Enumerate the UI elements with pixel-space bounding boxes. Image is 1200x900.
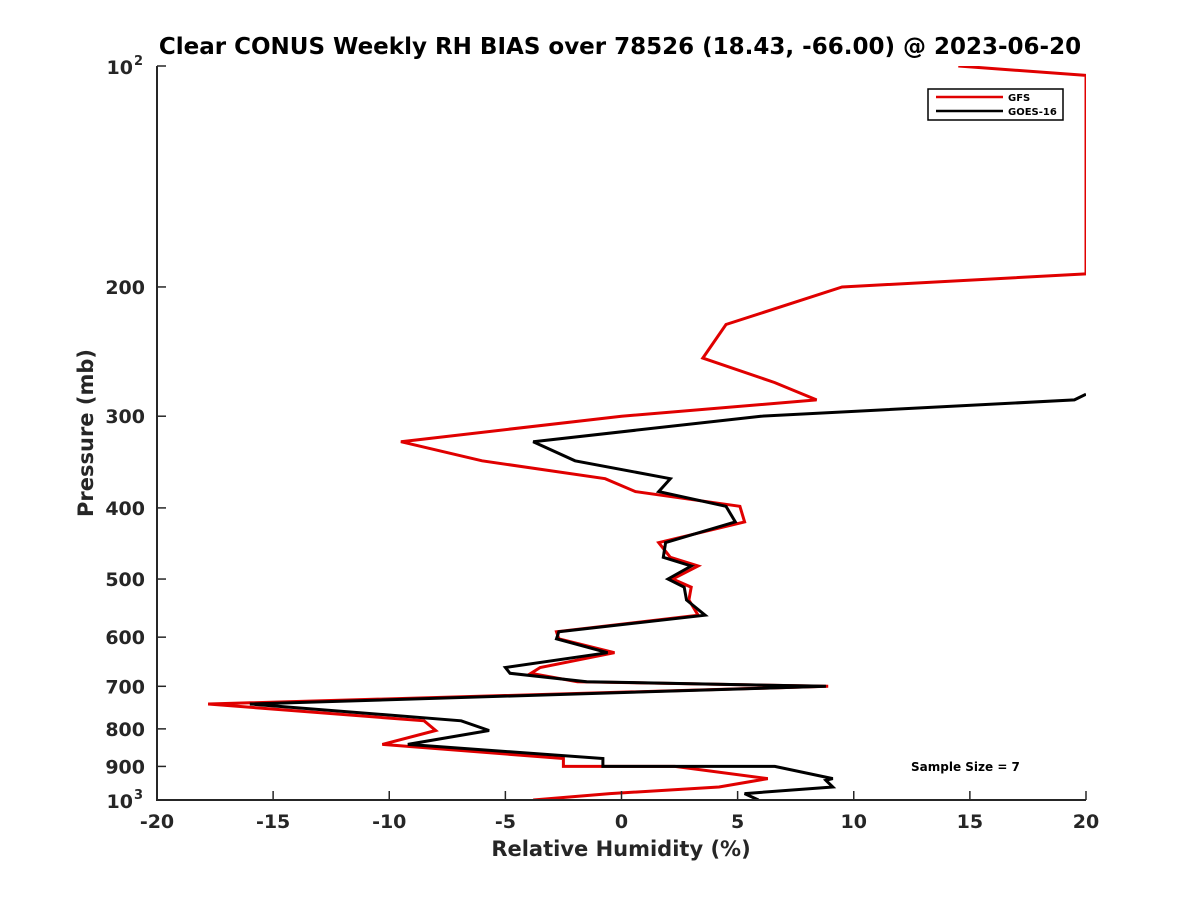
series-layer xyxy=(207,66,1086,800)
series-line-gfs xyxy=(207,66,1086,800)
y-tick-label: 500 xyxy=(105,569,145,591)
series-line-goes16 xyxy=(249,392,1086,800)
y-tick-label: 400 xyxy=(105,498,145,520)
y-tick-label: 600 xyxy=(105,627,145,649)
x-tick-label: 0 xyxy=(615,811,628,833)
x-tick-label: -5 xyxy=(495,811,516,833)
x-axis-label: Relative Humidity (%) xyxy=(491,837,750,861)
legend-label-goes16: GOES-16 xyxy=(1008,107,1057,118)
sample-size-annotation: Sample Size = 7 xyxy=(911,760,1020,774)
x-tick-label: 5 xyxy=(731,811,744,833)
legend-box xyxy=(927,88,1064,121)
y-tick-label: 10 xyxy=(107,57,133,79)
y-tick-label: 200 xyxy=(105,277,145,299)
x-tick-label: 15 xyxy=(957,811,983,833)
y-axis-label: Pressure (mb) xyxy=(74,349,98,517)
y-tick-exponent: 3 xyxy=(134,788,143,803)
legend: GFS GOES-16 xyxy=(927,88,1064,121)
x-axis: -20 -15 -10 -5 0 5 10 15 20 xyxy=(140,791,1099,833)
x-tick-label: 10 xyxy=(841,811,867,833)
x-tick-label: -20 xyxy=(140,811,174,833)
x-tick-label: 20 xyxy=(1073,811,1099,833)
x-tick-label: -10 xyxy=(372,811,406,833)
chart-title: Clear CONUS Weekly RH BIAS over 78526 (1… xyxy=(159,34,1081,60)
y-tick-label: 900 xyxy=(105,756,145,778)
y-tick-exponent: 2 xyxy=(134,54,143,69)
y-tick-label: 10 xyxy=(107,791,133,813)
y-tick-label: 300 xyxy=(105,406,145,428)
y-tick-label: 800 xyxy=(105,719,145,741)
y-tick-label: 700 xyxy=(105,676,145,698)
legend-label-gfs: GFS xyxy=(1008,93,1030,104)
x-tick-label: -15 xyxy=(256,811,290,833)
